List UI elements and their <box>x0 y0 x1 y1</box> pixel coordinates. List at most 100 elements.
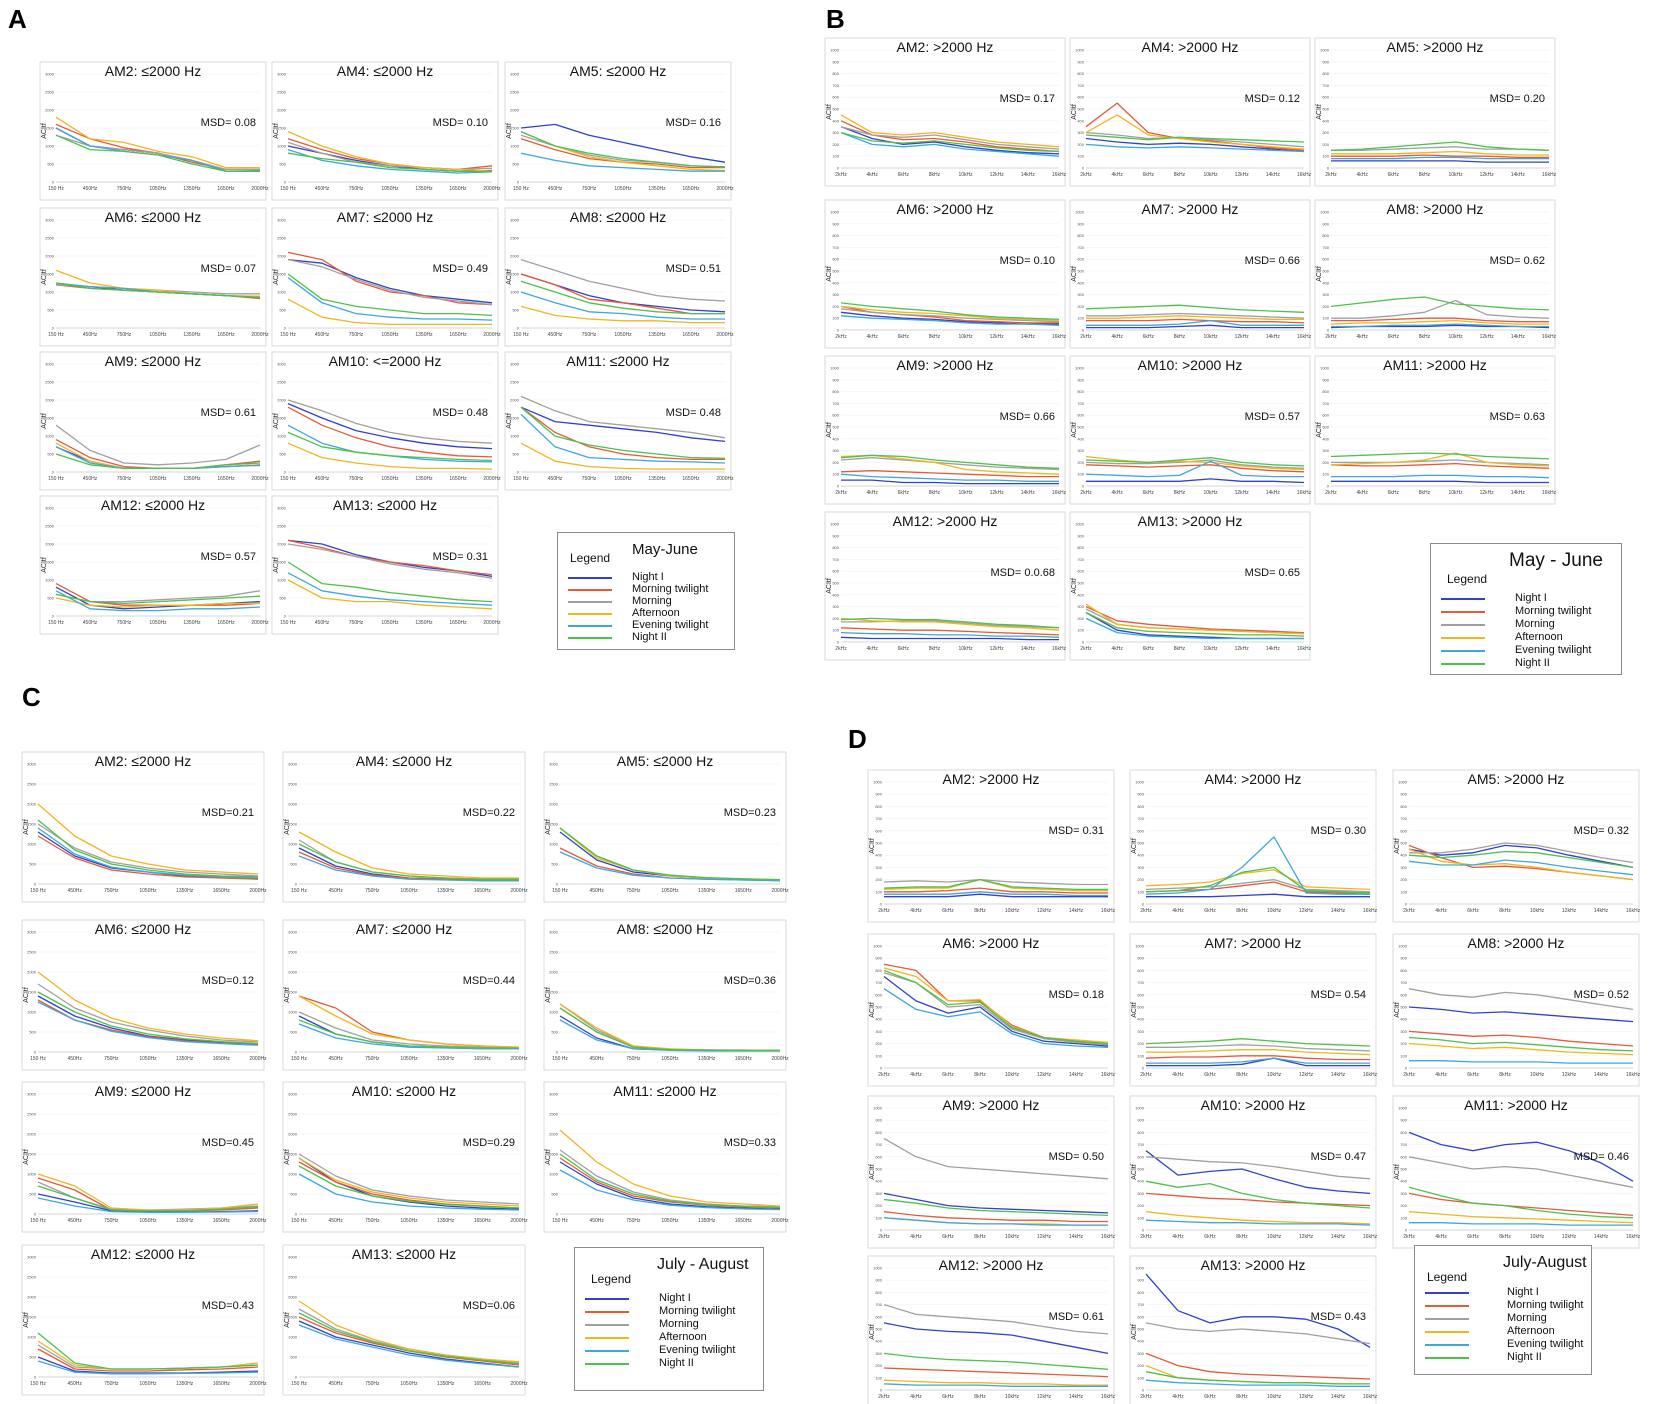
msd-label: MSD= 0.18 <box>1049 989 1104 1001</box>
x-tick-label: 12kHz <box>1299 908 1314 914</box>
subplot-a-4: 0 500 1000 1500 2000 2500 3000 150 Hz 450Hz 750Hz… <box>39 207 269 347</box>
y-tick-label: 200 <box>1322 304 1329 309</box>
x-tick-label: 2kHz <box>878 908 890 914</box>
subplot-c-2: 0 500 1000 1500 2000 2500 3000 150 Hz 450Hz 750Hz… <box>282 751 528 903</box>
y-tick-label: 500 <box>1322 425 1329 430</box>
series-line-night-2 <box>559 1007 780 1052</box>
series-line-afternoon <box>840 305 1060 322</box>
series-line-evening-twilight <box>520 152 725 172</box>
subplot-frame <box>867 1095 1115 1249</box>
series-line-morning <box>883 1137 1109 1180</box>
subplot-frame <box>21 1081 265 1233</box>
x-tick-label: 14kHz <box>1266 646 1281 652</box>
y-tick-label: 800 <box>1322 233 1329 238</box>
series-line-morning-twilight <box>287 406 493 458</box>
subplot-c-9: 0 500 1000 1500 2000 2500 3000 150 Hz 450Hz 750Hz… <box>543 1081 789 1233</box>
series-line-night-2 <box>559 827 781 881</box>
y-tick-label: 0 <box>52 180 55 185</box>
y-tick-label: 1500 <box>277 272 287 277</box>
x-tick-label: 2000Hz <box>483 332 501 338</box>
x-tick-label: 4kHz <box>910 1072 922 1078</box>
legend-a-label: Night I <box>632 571 664 583</box>
x-tick-label: 1050Hz <box>381 332 399 338</box>
subplot-frame <box>39 207 267 347</box>
y-tick-label: 100 <box>1322 472 1329 477</box>
series-line-afternoon <box>1085 455 1305 471</box>
series-line-night-2 <box>287 273 493 317</box>
x-tick-label: 2kHz <box>835 334 847 340</box>
msd-label: MSD= 0.32 <box>1574 825 1629 837</box>
x-tick-label: 1050Hz <box>661 1056 679 1062</box>
x-tick-label: 450Hz <box>83 620 98 626</box>
series-line-night-2 <box>883 1198 1109 1217</box>
y-tick-label: 1000 <box>288 842 298 847</box>
subplot-frame <box>21 751 265 903</box>
y-tick-label: 1000 <box>277 434 287 439</box>
y-tick-label: 700 <box>1400 1142 1407 1147</box>
series-line-night-2 <box>520 131 726 168</box>
y-tick-label: 200 <box>875 1203 882 1208</box>
x-tick-label: 450Hz <box>589 888 604 894</box>
x-tick-label: 2kHz <box>1325 334 1337 340</box>
series-line-afternoon <box>1085 114 1305 150</box>
y-tick-label: 1500 <box>288 822 298 827</box>
x-tick-label: 450Hz <box>328 888 343 894</box>
x-tick-label: 14kHz <box>1331 1072 1346 1078</box>
subplot-a-5: 0 500 1000 1500 2000 2500 3000 150 Hz 450Hz 750Hz… <box>271 207 501 347</box>
x-tick-label: 1350Hz <box>183 476 201 482</box>
y-tick-label: 600 <box>875 992 882 997</box>
x-tick-label: 1050Hz <box>139 1218 157 1224</box>
x-tick-label: 6kHz <box>1467 1234 1479 1240</box>
x-tick-label: 14kHz <box>1069 908 1084 914</box>
y-tick-label: 2500 <box>45 524 55 529</box>
x-tick-label: 750Hz <box>365 1056 380 1062</box>
legend-d: July-August Legend Night I Morning twili… <box>1414 1245 1592 1375</box>
x-tick-label: 16kHz <box>1542 490 1557 496</box>
y-tick-label: 400 <box>875 1179 882 1184</box>
y-tick-label: 1000 <box>830 522 840 527</box>
y-tick-label: 1000 <box>45 434 55 439</box>
x-tick-label: 1650Hz <box>735 888 753 894</box>
y-tick-label: 500 <box>512 308 519 313</box>
y-tick-label: 2000 <box>288 1132 298 1137</box>
legend-c-label: Afternoon <box>659 1331 707 1343</box>
y-axis-label: ACItf <box>273 413 280 429</box>
y-tick-label: 300 <box>832 130 839 135</box>
subplot-c-3: 0 500 1000 1500 2000 2500 3000 150 Hz 450Hz 750Hz… <box>543 751 789 903</box>
series-line-morning <box>520 258 726 302</box>
y-tick-label: 2500 <box>45 380 55 385</box>
x-tick-label: 2000Hz <box>249 1056 267 1062</box>
x-tick-label: 150 Hz <box>48 620 64 626</box>
y-tick-label: 500 <box>29 1355 36 1360</box>
x-tick-label: 750Hz <box>104 1056 119 1062</box>
series-line-morning <box>1146 1044 1371 1052</box>
y-tick-label: 800 <box>875 804 882 809</box>
legend-a-swatch <box>568 613 612 615</box>
legend-d-swatch <box>1425 1344 1469 1346</box>
y-tick-label: 400 <box>832 436 839 441</box>
y-tick-label: 0 <box>517 326 520 331</box>
y-tick-label: 1000 <box>1320 210 1330 215</box>
panel-letter-a: A <box>8 4 27 34</box>
y-tick-label: 500 <box>1137 1167 1144 1172</box>
x-tick-label: 2kHz <box>878 1394 890 1400</box>
series-line-night-2 <box>1085 304 1305 313</box>
x-tick-label: 1050Hz <box>139 1381 157 1387</box>
subplot-d-2: 0 100 200 300 400 500 600 700 800 900 1000 2kHz 4kHz… <box>1129 769 1378 923</box>
y-tick-label: 200 <box>875 1363 882 1368</box>
y-tick-label: 200 <box>875 877 882 882</box>
x-tick-label: 450Hz <box>548 332 563 338</box>
subplot-c-6: 0 500 1000 1500 2000 2500 3000 150 Hz 450Hz 750Hz… <box>543 919 789 1071</box>
series-line-morning-twilight <box>1145 1352 1371 1380</box>
y-axis-label: ACItf <box>23 819 30 835</box>
y-tick-label: 2000 <box>288 802 298 807</box>
subplot-b-10: 0 100 200 300 400 500 600 700 800 900 1000 2kHz 4kHz… <box>824 511 1067 661</box>
legend-a-heading: Legend <box>570 551 611 565</box>
y-tick-label: 800 <box>832 389 839 394</box>
x-tick-label: 1650Hz <box>213 1056 231 1062</box>
x-tick-label: 4kHz <box>1435 1234 1447 1240</box>
legend-a-label: Morning <box>632 595 672 607</box>
y-tick-label: 1500 <box>549 1152 559 1157</box>
x-tick-label: 2kHz <box>835 490 847 496</box>
y-tick-label: 700 <box>832 401 839 406</box>
